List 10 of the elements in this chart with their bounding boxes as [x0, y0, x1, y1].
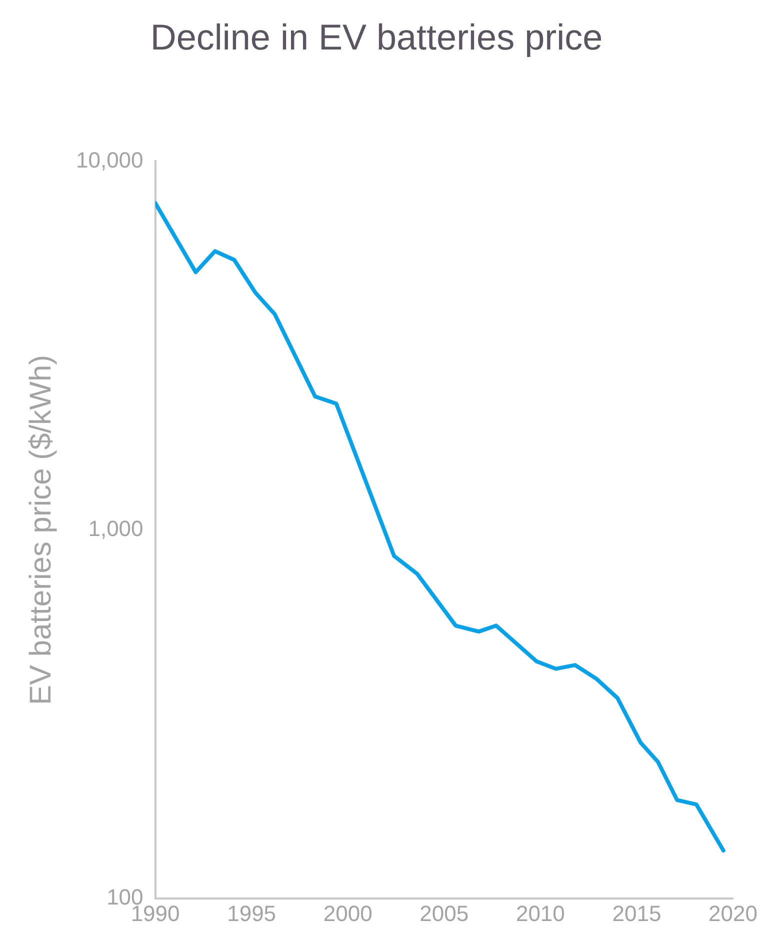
- y-tick-label: 1,000: [88, 516, 144, 541]
- y-axis-title: EV batteries price ($/kWh): [24, 354, 58, 705]
- x-tick-label: 2010: [516, 900, 565, 926]
- x-tick-label: 2005: [420, 900, 469, 926]
- x-tick-label: 1995: [227, 900, 276, 926]
- x-tick-label: 2020: [708, 900, 758, 926]
- x-tick-label: 2000: [323, 900, 372, 926]
- x-tick-label: 2015: [612, 900, 662, 926]
- chart-title: Decline in EV batteries price: [150, 16, 603, 58]
- y-tick-label: 10,000: [76, 147, 144, 172]
